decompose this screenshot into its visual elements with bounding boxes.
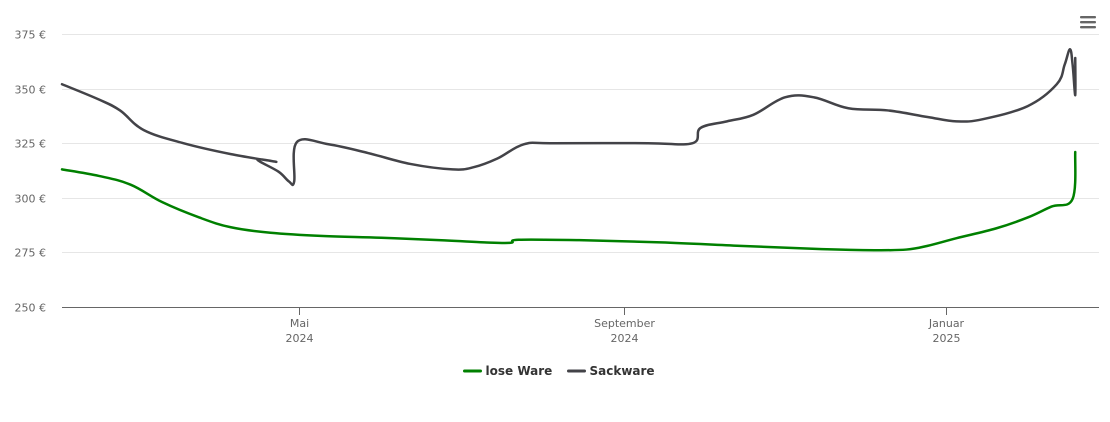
series-line-sackware[interactable] bbox=[60, 48, 1077, 187]
x-tick-label: September bbox=[594, 317, 655, 330]
y-tick-label: 325 € bbox=[15, 138, 47, 151]
y-tick-label: 300 € bbox=[15, 193, 47, 206]
y-tick-label: 250 € bbox=[15, 302, 47, 315]
x-tick-label: Mai bbox=[290, 317, 309, 330]
x-axis: Mai 2024 September 2024 Januar 2025 bbox=[62, 307, 1099, 345]
legend-item-sackware[interactable]: Sackware bbox=[567, 364, 655, 378]
series-lines bbox=[60, 48, 1077, 252]
x-tick-label-year: 2024 bbox=[611, 332, 639, 345]
y-tick-label: 350 € bbox=[15, 84, 47, 97]
y-tick-label: 275 € bbox=[15, 247, 47, 260]
chart-menu-button[interactable] bbox=[1080, 14, 1096, 30]
y-axis: 250 € 275 € 300 € 325 € 350 € 375 € bbox=[15, 29, 47, 315]
series-line-lose-ware[interactable] bbox=[60, 150, 1077, 252]
legend-label: lose Ware bbox=[486, 364, 553, 378]
x-tick-label-year: 2025 bbox=[933, 332, 961, 345]
y-tick-label: 375 € bbox=[15, 29, 47, 42]
legend: lose Ware Sackware bbox=[463, 364, 655, 378]
x-tick-label: Januar bbox=[928, 317, 965, 330]
legend-item-lose-ware[interactable]: lose Ware bbox=[463, 364, 553, 378]
x-tick-label-year: 2024 bbox=[286, 332, 314, 345]
hamburger-menu-icon bbox=[1080, 16, 1096, 29]
legend-label: Sackware bbox=[590, 364, 655, 378]
